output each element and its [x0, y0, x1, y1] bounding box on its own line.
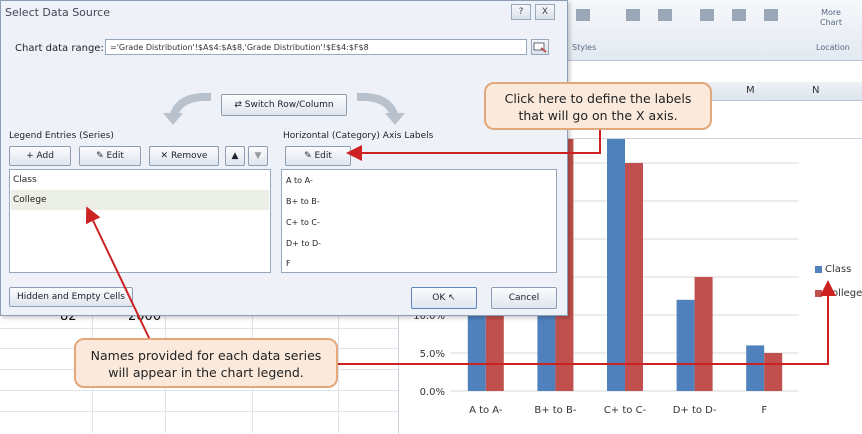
chart-style-thumbnail[interactable] [700, 9, 714, 21]
dialog-title: Select Data Source [5, 6, 110, 19]
legend-entries-label: Legend Entries (Series) [9, 131, 114, 141]
remove-icon: ✕ [160, 151, 171, 161]
annotation-arrow [346, 130, 601, 161]
axis-labels-label: Horizontal (Category) Axis Labels [283, 131, 434, 141]
column-header-m[interactable]: M [746, 85, 755, 96]
move-down-button[interactable]: ▼ [248, 146, 268, 166]
edit-icon: ✎ [304, 151, 315, 161]
mouse-cursor-icon: ↖ [448, 293, 456, 303]
ribbon-group-chart-styles: Styles [572, 43, 597, 52]
bar-college [764, 353, 783, 391]
y-tick-label: 0.0% [420, 387, 445, 398]
list-item-series-college[interactable]: College [13, 195, 47, 205]
legend-item-class[interactable]: Class [815, 264, 851, 275]
callout-series-names: Names provided for each data series will… [74, 338, 338, 388]
curved-arrow-left-icon [163, 92, 212, 125]
callout-line: that will go on the X axis. [518, 108, 678, 123]
callout-line: Names provided for each data series [90, 348, 322, 363]
switch-row-column-button[interactable]: ⇄ Switch Row/Column [221, 94, 347, 116]
selection-highlight [11, 190, 269, 210]
grid-line [338, 310, 339, 433]
move-up-button[interactable]: ▲ [225, 146, 245, 166]
edit-axis-labels-button[interactable]: ✎ Edit [285, 146, 351, 166]
bar-class [676, 299, 695, 391]
bar-class [607, 139, 625, 392]
legend-swatch [815, 265, 822, 273]
chart-style-thumbnail[interactable] [732, 9, 746, 21]
y-tick-label: 10.0% [413, 311, 445, 322]
callout-axis-labels: Click here to define the labels that wil… [484, 82, 712, 130]
cancel-button[interactable]: Cancel [491, 287, 557, 309]
x-tick-label: C+ to C- [604, 405, 647, 416]
x-tick-label: D+ to D- [673, 405, 717, 416]
edit-icon: ✎ [96, 151, 107, 161]
annotation-arrow [338, 280, 836, 365]
list-item[interactable]: B+ to B- [286, 197, 320, 206]
add-series-button[interactable]: + Add [9, 146, 71, 166]
list-item[interactable]: A to A- [286, 176, 313, 185]
ribbon: More Chart Styles Location [560, 0, 862, 61]
add-icon: + [26, 151, 37, 161]
switch-icon: ⇄ [234, 100, 245, 110]
help-button[interactable]: ? [511, 4, 531, 20]
list-item[interactable]: D+ to D- [286, 239, 322, 248]
x-tick-label: F [761, 405, 767, 416]
range-selector-icon [533, 42, 547, 53]
x-tick-label: B+ to B- [534, 405, 576, 416]
range-selector-button[interactable] [531, 39, 549, 55]
edit-series-button[interactable]: ✎ Edit [79, 146, 141, 166]
x-tick-label: A to A- [469, 405, 503, 416]
chart-style-thumbnail[interactable] [576, 9, 590, 21]
callout-line: will appear in the chart legend. [108, 365, 304, 380]
chart-data-range-input[interactable]: ='Grade Distribution'!$A$4:$A$8,'Grade D… [105, 39, 527, 55]
legend-label: Class [825, 264, 852, 275]
legend-item-college[interactable]: College [815, 288, 862, 299]
axis-labels-list[interactable]: A to A- B+ to B- C+ to C- D+ to D- F [281, 169, 557, 273]
ribbon-group-location: Location [816, 43, 850, 52]
column-header-n[interactable]: N [812, 85, 820, 96]
y-tick-label: 5.0% [420, 349, 445, 360]
chart-style-thumbnail[interactable] [658, 9, 672, 21]
bar-college [694, 277, 713, 391]
legend-swatch [815, 289, 822, 297]
remove-series-button[interactable]: ✕ Remove [149, 146, 219, 166]
list-item[interactable]: C+ to C- [286, 218, 320, 227]
annotation-arrow [85, 206, 151, 341]
chart-data-range-label: Chart data range: [15, 43, 104, 54]
more-chart-button[interactable]: More Chart [820, 8, 842, 27]
hidden-empty-cells-button[interactable]: Hidden and Empty Cells [9, 287, 133, 307]
list-item[interactable]: F [286, 259, 291, 268]
chart-style-thumbnail[interactable] [764, 9, 778, 21]
select-data-source-dialog: Select Data Source ? X Chart data range:… [0, 0, 568, 316]
legend-label: College [825, 288, 862, 299]
list-item-series-class[interactable]: Class [13, 175, 37, 185]
ok-button[interactable]: OK ↖ [411, 287, 477, 309]
callout-line: Click here to define the labels [504, 91, 692, 106]
chart-style-thumbnail[interactable] [626, 9, 640, 21]
bar-college [625, 163, 643, 391]
close-button[interactable]: X [535, 4, 555, 20]
series-list[interactable]: Class College [9, 169, 271, 273]
curved-arrow-right-icon [356, 92, 405, 125]
bar-class [746, 345, 765, 391]
